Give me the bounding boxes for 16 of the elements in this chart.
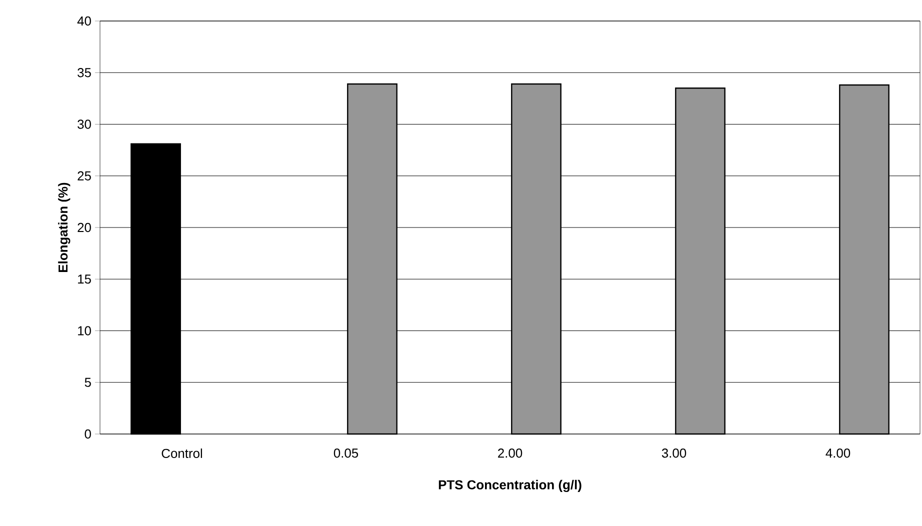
y-axis-title: Elongation (%)	[58, 182, 70, 272]
x-axis-title: PTS Concentration (g/l)	[438, 480, 582, 492]
y-tick-label: 10	[78, 326, 91, 336]
y-tick-label: 35	[78, 68, 91, 78]
x-tick-label: 3.00	[662, 448, 686, 458]
y-tick-label: 5	[84, 378, 91, 387]
x-tick-label: 4.00	[826, 448, 850, 458]
y-tick-label: 15	[78, 274, 91, 284]
y-tick-label: 20	[78, 222, 91, 232]
x-tick-label: 2.00	[498, 448, 522, 458]
y-tick-label: 40	[77, 16, 91, 26]
x-tick-label: Control	[162, 448, 202, 458]
y-tick-label: 0	[84, 429, 91, 439]
y-tick-label: 25	[78, 171, 91, 180]
y-tick-label: 30	[78, 120, 91, 129]
x-tick-label: 0.05	[334, 448, 358, 458]
